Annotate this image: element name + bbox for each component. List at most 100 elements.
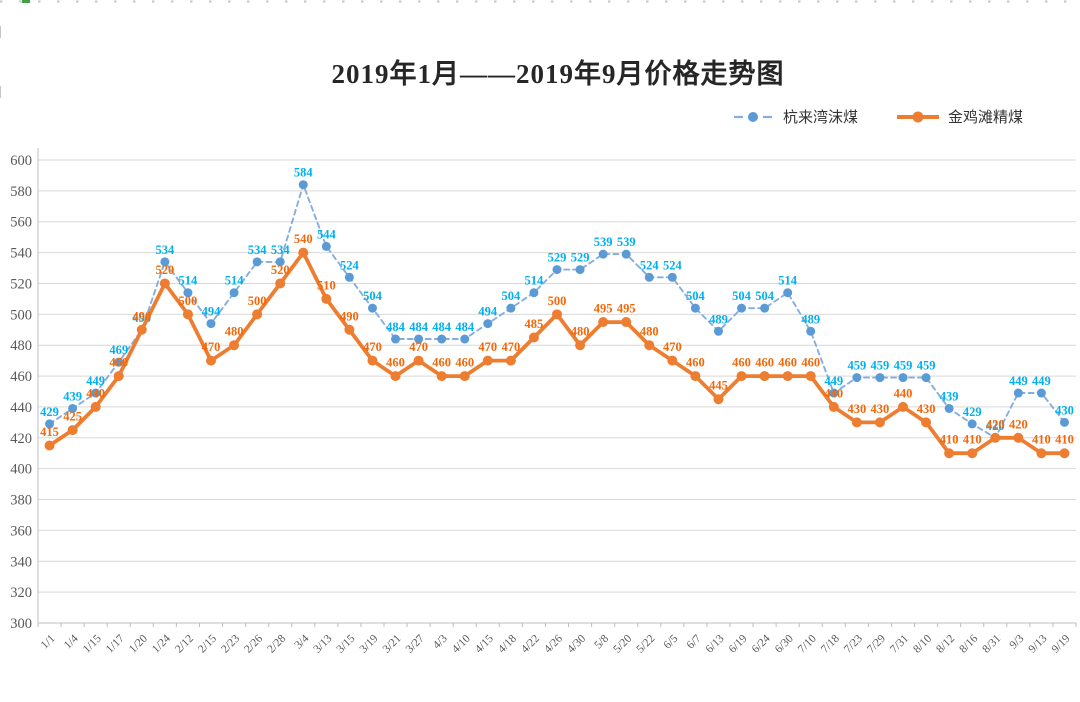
- data-point-marker[interactable]: [644, 340, 655, 351]
- data-point-marker[interactable]: [68, 403, 78, 413]
- data-point-marker[interactable]: [921, 373, 931, 383]
- data-point-marker[interactable]: [344, 324, 355, 335]
- data-point-marker[interactable]: [874, 417, 885, 428]
- data-point-marker[interactable]: [436, 371, 447, 382]
- data-point-marker[interactable]: [298, 247, 309, 258]
- data-label: 500: [548, 294, 567, 308]
- legend-item-hanglaiwan[interactable]: 杭来湾沫煤: [733, 106, 858, 127]
- data-point-marker[interactable]: [667, 355, 678, 366]
- data-point-marker[interactable]: [990, 432, 1001, 443]
- data-point-marker[interactable]: [367, 303, 377, 313]
- data-point-marker[interactable]: [760, 303, 770, 313]
- data-point-marker[interactable]: [45, 419, 55, 429]
- data-point-marker[interactable]: [805, 371, 816, 382]
- data-point-marker[interactable]: [206, 319, 216, 329]
- x-axis-tick-label: 2/12: [173, 632, 196, 655]
- data-point-marker[interactable]: [505, 355, 516, 366]
- data-label: 469: [109, 343, 128, 357]
- data-point-marker[interactable]: [1036, 388, 1046, 398]
- data-point-marker[interactable]: [759, 371, 770, 382]
- data-point-marker[interactable]: [275, 257, 285, 267]
- data-point-marker[interactable]: [967, 419, 977, 429]
- data-point-marker[interactable]: [621, 317, 632, 328]
- data-point-marker[interactable]: [898, 373, 908, 383]
- legend-item-jinjitan[interactable]: 金鸡滩精煤: [896, 106, 1023, 127]
- x-axis-tick-label: 4/15: [473, 632, 496, 655]
- data-point-marker[interactable]: [851, 417, 862, 428]
- data-point-marker[interactable]: [113, 371, 124, 382]
- data-point-marker[interactable]: [44, 440, 55, 451]
- data-point-marker[interactable]: [736, 371, 747, 382]
- data-point-marker[interactable]: [182, 309, 193, 320]
- data-point-marker[interactable]: [437, 334, 447, 344]
- data-point-marker[interactable]: [806, 326, 816, 336]
- data-point-marker[interactable]: [783, 288, 793, 298]
- x-axis-tick-label: 6/19: [727, 632, 750, 655]
- data-point-marker[interactable]: [159, 278, 170, 289]
- legend-marker-dashed-blue-icon: [734, 111, 772, 122]
- x-axis-tick-label: 4/22: [519, 632, 542, 655]
- data-point-marker[interactable]: [321, 293, 332, 304]
- data-label: 439: [940, 389, 959, 403]
- data-point-marker[interactable]: [713, 326, 723, 336]
- data-point-marker[interactable]: [67, 425, 78, 436]
- data-point-marker[interactable]: [528, 332, 539, 343]
- data-point-marker[interactable]: [575, 340, 586, 351]
- data-point-marker[interactable]: [1013, 388, 1023, 398]
- data-point-marker[interactable]: [690, 303, 700, 313]
- data-point-marker[interactable]: [367, 355, 378, 366]
- data-point-marker[interactable]: [459, 371, 470, 382]
- data-point-marker[interactable]: [252, 309, 263, 320]
- data-point-marker[interactable]: [391, 334, 401, 344]
- data-point-marker[interactable]: [875, 373, 885, 383]
- data-point-marker[interactable]: [852, 373, 862, 383]
- data-point-marker[interactable]: [344, 272, 354, 282]
- data-point-marker[interactable]: [967, 448, 978, 459]
- data-point-marker[interactable]: [713, 394, 724, 405]
- data-point-marker[interactable]: [529, 288, 539, 298]
- data-point-marker[interactable]: [321, 241, 331, 251]
- data-point-marker[interactable]: [944, 448, 955, 459]
- data-point-marker[interactable]: [91, 388, 101, 398]
- data-point-marker[interactable]: [621, 249, 631, 259]
- data-point-marker[interactable]: [921, 417, 932, 428]
- data-point-marker[interactable]: [1059, 448, 1070, 459]
- data-point-marker[interactable]: [298, 180, 308, 190]
- data-point-marker[interactable]: [483, 319, 493, 329]
- data-point-marker[interactable]: [160, 257, 170, 267]
- data-point-marker[interactable]: [229, 340, 240, 351]
- data-point-marker[interactable]: [183, 288, 193, 298]
- data-point-marker[interactable]: [828, 401, 839, 412]
- data-point-marker[interactable]: [252, 257, 262, 267]
- data-point-marker[interactable]: [136, 324, 147, 335]
- data-point-marker[interactable]: [229, 288, 239, 298]
- data-point-marker[interactable]: [944, 403, 954, 413]
- data-point-marker[interactable]: [460, 334, 470, 344]
- data-point-marker[interactable]: [598, 317, 609, 328]
- data-point-marker[interactable]: [575, 265, 585, 275]
- data-point-marker[interactable]: [506, 303, 516, 313]
- data-point-marker[interactable]: [90, 401, 101, 412]
- data-point-marker[interactable]: [667, 272, 677, 282]
- data-point-marker[interactable]: [390, 371, 401, 382]
- data-point-marker[interactable]: [482, 355, 493, 366]
- data-point-marker[interactable]: [206, 355, 216, 366]
- data-point-marker[interactable]: [414, 334, 424, 344]
- data-point-marker[interactable]: [782, 371, 793, 382]
- data-point-marker[interactable]: [690, 371, 701, 382]
- data-point-marker[interactable]: [644, 272, 654, 282]
- data-point-marker[interactable]: [898, 401, 908, 412]
- data-point-marker[interactable]: [552, 309, 562, 320]
- data-point-marker[interactable]: [1036, 448, 1047, 459]
- data-point-marker[interactable]: [1013, 432, 1024, 443]
- data-point-marker[interactable]: [598, 249, 608, 259]
- data-point-marker[interactable]: [114, 357, 124, 367]
- data-point-marker[interactable]: [552, 265, 562, 275]
- data-point-marker[interactable]: [1059, 417, 1069, 427]
- data-point-marker[interactable]: [829, 388, 839, 398]
- data-point-marker[interactable]: [275, 278, 286, 289]
- data-point-marker[interactable]: [737, 303, 747, 313]
- x-axis-tick-label: 3/19: [358, 632, 381, 655]
- data-point-marker[interactable]: [413, 355, 424, 366]
